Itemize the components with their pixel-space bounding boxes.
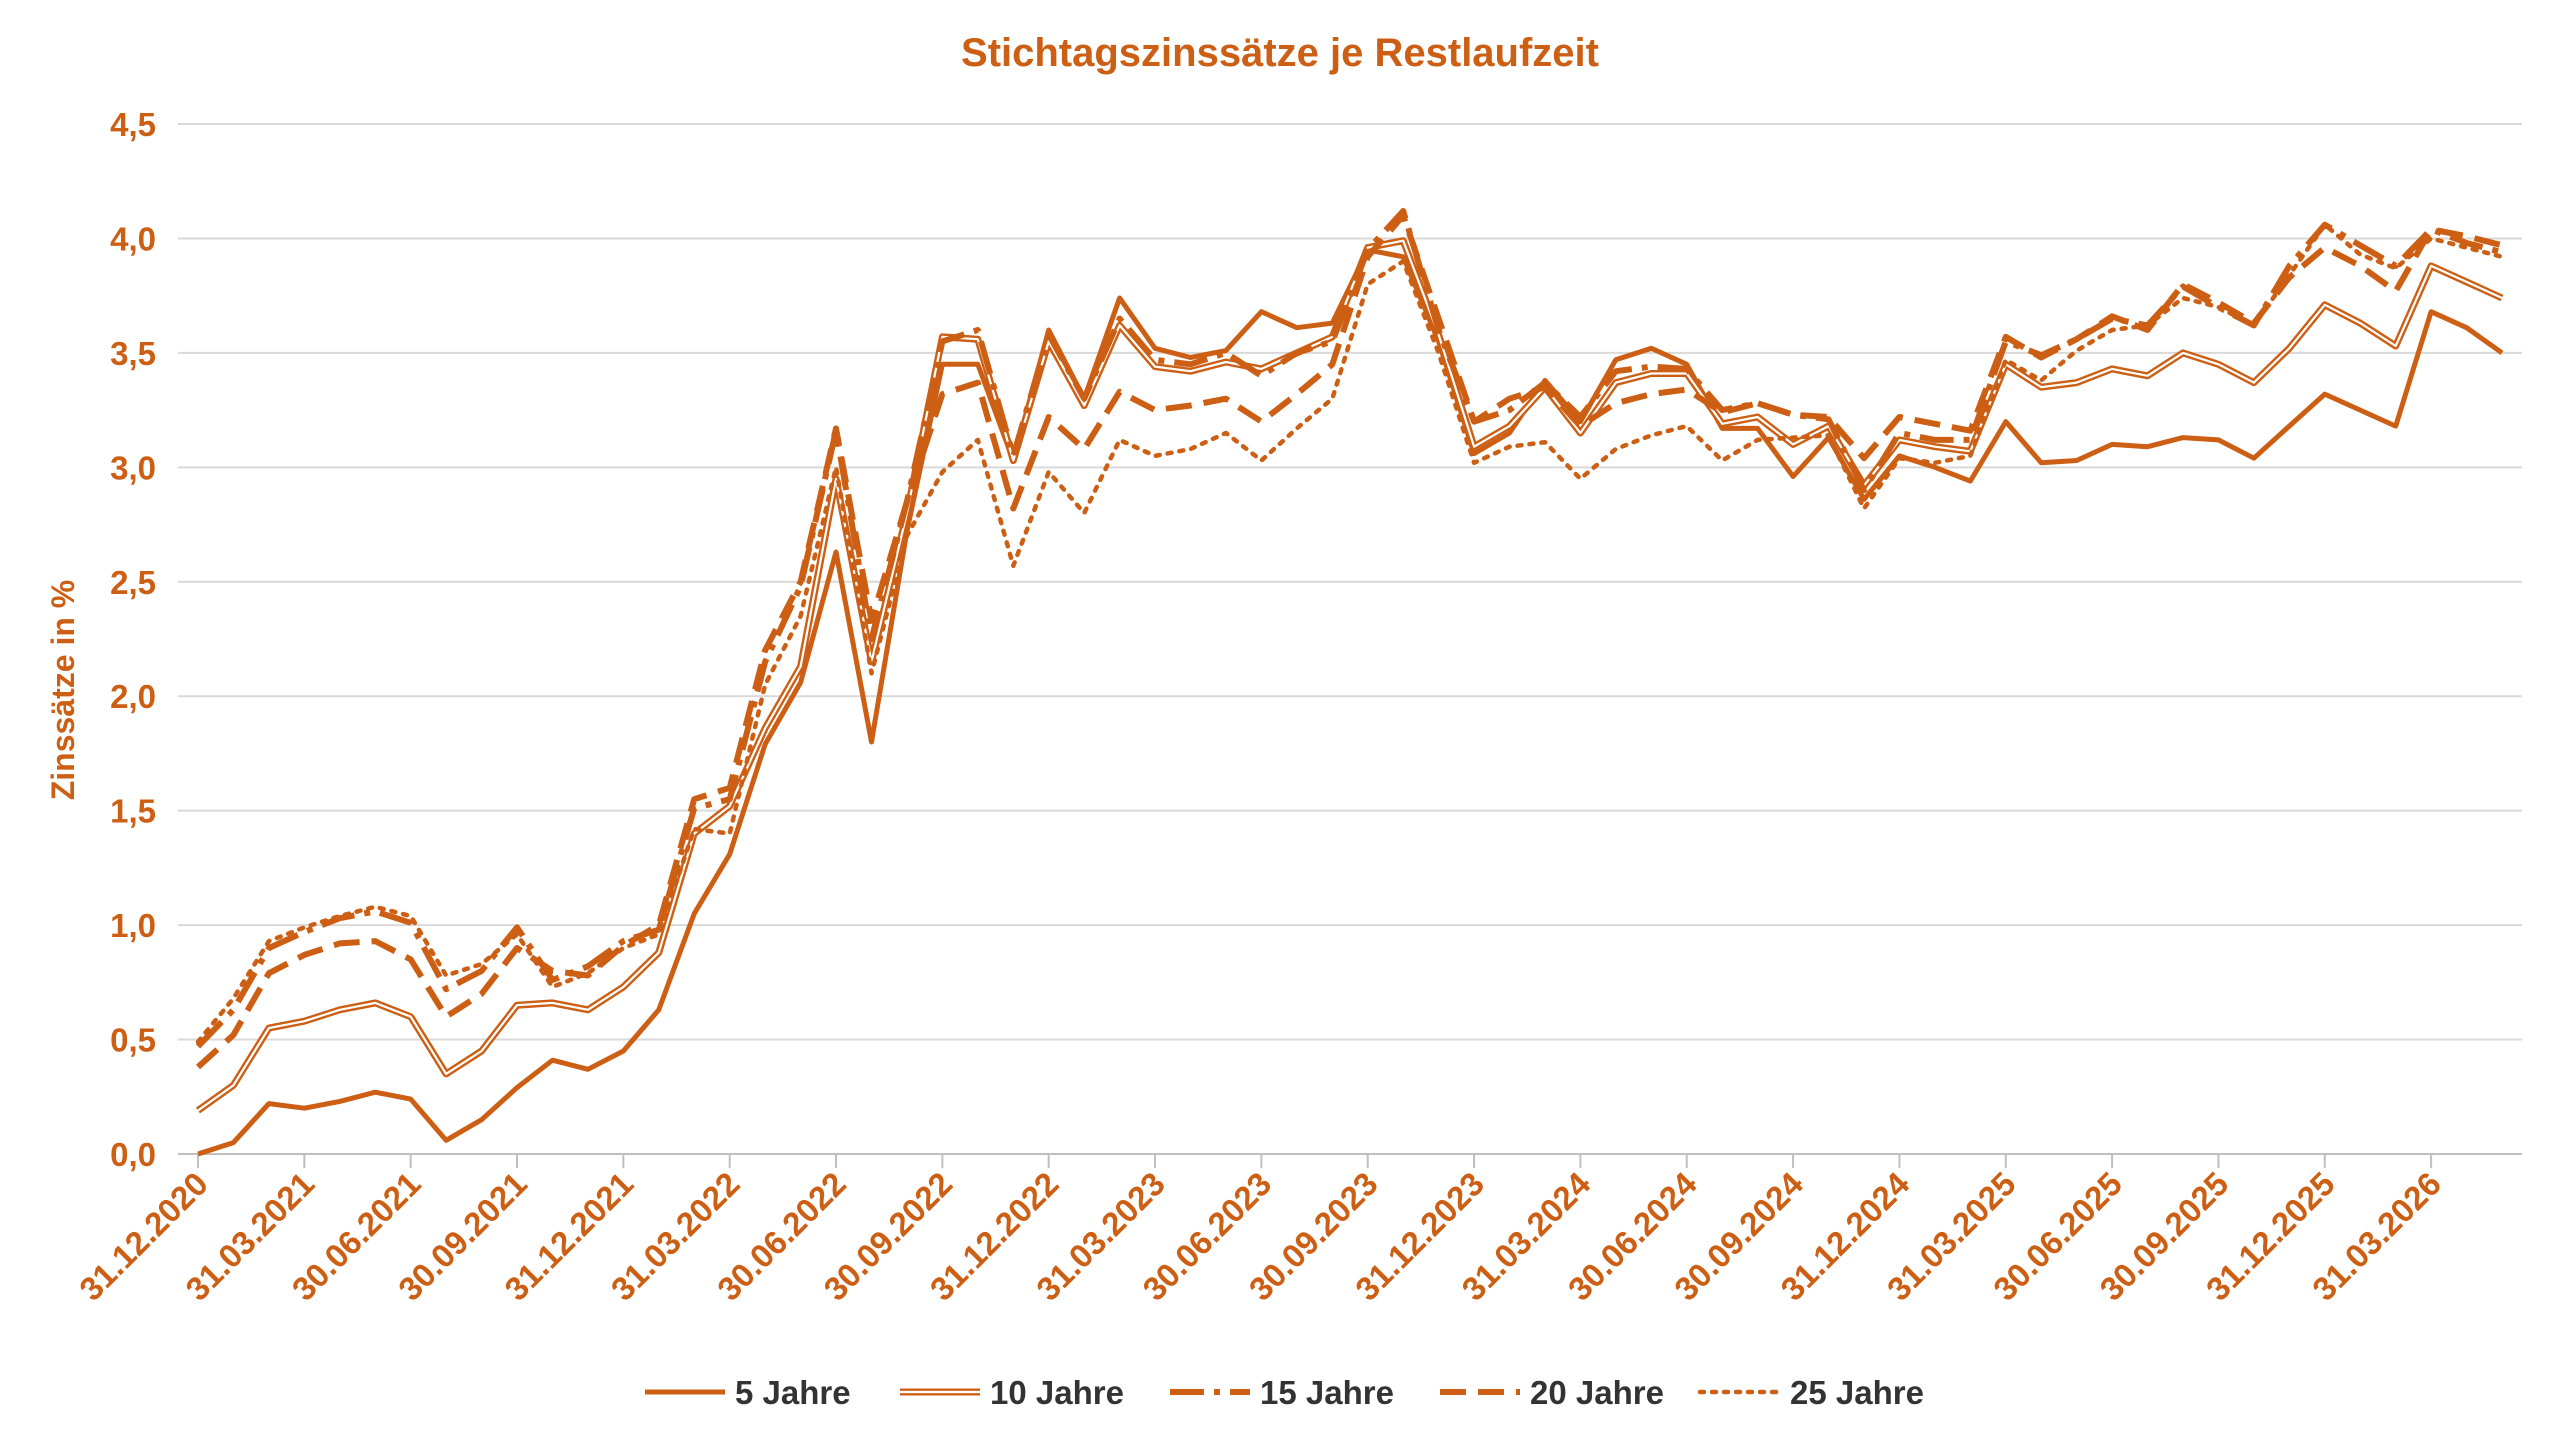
chart-title: Stichtagszinssätze je Restlaufzeit <box>961 31 1599 75</box>
series-line-25-jahre <box>195 222 2505 1045</box>
y-tick-label: 4,0 <box>110 220 156 257</box>
series-lines <box>195 208 2505 1157</box>
series-line-5-jahre <box>197 247 2504 1157</box>
series-line-20-jahre <box>195 212 2503 1070</box>
legend-label-15-jahre: 15 Jahre <box>1260 1374 1394 1411</box>
legend-label-25-jahre: 25 Jahre <box>1790 1374 1924 1411</box>
y-tick-label: 2,0 <box>110 678 156 715</box>
y-tick-label: 1,0 <box>110 907 156 944</box>
y-tick-label: 1,5 <box>110 793 156 830</box>
legend-label-20-jahre: 20 Jahre <box>1530 1374 1664 1411</box>
legend-label-10-jahre: 10 Jahre <box>990 1374 1124 1411</box>
y-axis-ticks: 0,0 0,5 1,0 1,5 2,0 2,5 3,0 3,5 4,0 4,5 <box>110 106 156 1173</box>
y-tick-label: 2,5 <box>110 564 156 601</box>
series-line-10-jahre-inner <box>197 239 2503 1112</box>
y-tick-label: 0,5 <box>110 1022 156 1059</box>
x-axis-ticks: 31.12.202031.03.202130.06.202130.09.2021… <box>72 1154 2448 1308</box>
legend-label-5-jahre: 5 Jahre <box>735 1374 851 1411</box>
series-line-15-jahre <box>195 208 2503 1049</box>
y-tick-label: 4,5 <box>110 106 156 143</box>
y-axis-label: Zinssätze in % <box>45 580 81 801</box>
y-tick-label: 3,0 <box>110 449 156 486</box>
legend: 5 Jahre 10 Jahre 15 Jahre 20 Jahre 25 Jahre <box>645 1374 1924 1411</box>
y-tick-label: 3,5 <box>110 335 156 372</box>
y-tick-label: 0,0 <box>110 1136 156 1173</box>
grid-lines <box>178 123 2522 1041</box>
